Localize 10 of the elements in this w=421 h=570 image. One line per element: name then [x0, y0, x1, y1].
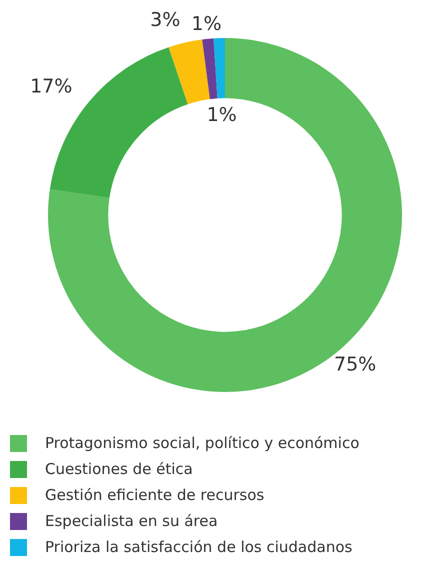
data-label: 3% — [150, 9, 180, 32]
data-label: 75% — [334, 354, 376, 376]
legend-label: Gestión eficiente de recursos — [45, 486, 264, 504]
legend-label: Especialista en su área — [45, 512, 218, 530]
legend-label: Cuestiones de ética — [45, 460, 193, 478]
data-label: 1% — [191, 12, 222, 35]
data-label: 1% — [206, 104, 237, 126]
data-label: 17% — [30, 75, 72, 98]
legend-label: Protagonismo social, político y económico — [45, 434, 360, 452]
legend-label: Prioriza la satisfacción de los ciudadanos — [45, 538, 352, 556]
